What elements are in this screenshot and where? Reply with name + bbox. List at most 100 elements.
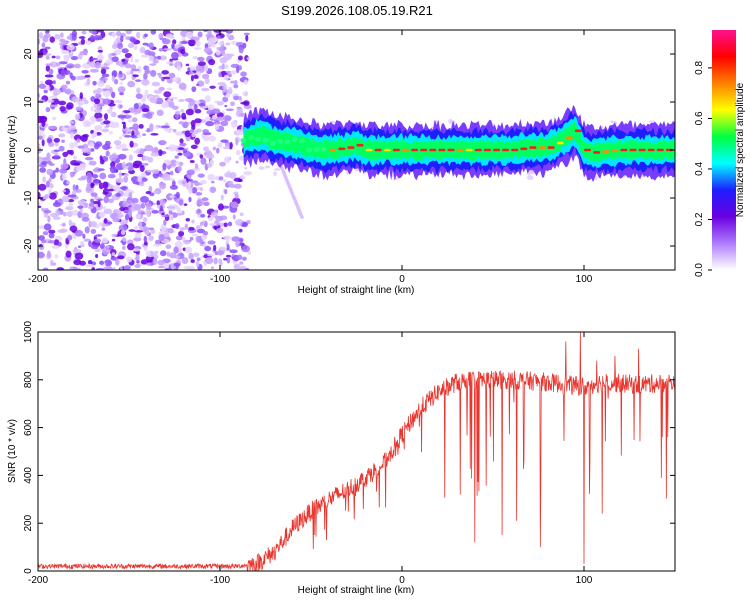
noise-blob <box>111 252 116 257</box>
noise-blob <box>90 228 97 234</box>
noise-blob <box>194 137 200 145</box>
noise-blob <box>126 256 133 263</box>
noise-blob <box>202 129 210 134</box>
noise-blob <box>103 196 109 204</box>
noise-blob <box>174 155 179 159</box>
noise-blob <box>148 235 154 241</box>
noise-blob <box>192 56 199 60</box>
noise-blob <box>63 70 71 75</box>
noise-blob <box>65 63 75 69</box>
noise-blob <box>161 70 170 75</box>
noise-blob <box>222 179 227 183</box>
noise-blob <box>238 47 244 54</box>
noise-blob <box>66 149 72 155</box>
noise-blob <box>38 235 45 241</box>
noise-blob <box>168 144 177 152</box>
noise-blob <box>152 94 160 98</box>
noise-blob <box>228 184 237 188</box>
noise-blob <box>97 168 105 171</box>
noise-blob <box>91 133 95 139</box>
ridge-core-mark <box>456 148 464 152</box>
noise-blob <box>38 83 46 89</box>
ridge-core-mark <box>411 148 419 152</box>
noise-blob <box>134 264 141 269</box>
noise-blob <box>79 92 83 100</box>
noise-blob <box>103 113 108 121</box>
noise-blob <box>176 61 181 66</box>
noise-blob <box>54 141 59 147</box>
noise-blob <box>42 267 49 270</box>
ridge-core-mark <box>611 149 619 153</box>
noise-blob <box>132 160 142 167</box>
noise-blob <box>112 267 116 270</box>
noise-blob <box>109 154 118 162</box>
noise-blob <box>84 74 91 78</box>
noise-blob <box>189 236 194 241</box>
noise-blob <box>62 88 68 93</box>
noise-blob <box>49 61 58 68</box>
ridge-band <box>243 121 675 164</box>
streak-blob <box>298 213 303 217</box>
noise-blob <box>66 210 73 218</box>
noise-blob <box>87 206 94 210</box>
faint-blob <box>273 168 281 171</box>
noise-blob <box>167 227 174 234</box>
noise-blob <box>128 154 133 161</box>
noise-blob <box>142 103 146 110</box>
noise-blob <box>46 250 51 258</box>
noise-blob <box>148 185 153 193</box>
noise-blob <box>156 200 161 206</box>
colorbar-tick-label: 0.0 <box>694 263 705 277</box>
noise-blob <box>217 203 224 211</box>
noise-blob <box>148 55 155 62</box>
noise-blob <box>207 162 212 168</box>
noise-blob <box>138 182 145 187</box>
noise-blob <box>207 253 215 257</box>
noise-blob <box>118 136 123 140</box>
noise-blob <box>226 243 230 251</box>
noise-blob <box>143 245 148 252</box>
noise-blob <box>160 101 169 108</box>
faint-blob <box>244 166 248 170</box>
noise-blob <box>74 252 84 260</box>
noise-blob <box>152 59 159 64</box>
ridge-core-mark <box>665 148 673 152</box>
snr-y-ticks: 0 200 400 600 800 1000 <box>23 320 675 574</box>
streak-blob <box>282 173 287 177</box>
noise-blob <box>74 189 82 193</box>
noise-blob <box>195 40 201 47</box>
noise-blob <box>218 222 226 227</box>
noise-blob <box>38 32 44 39</box>
noise-blob <box>191 219 195 224</box>
noise-blob <box>133 44 138 51</box>
noise-blob <box>105 266 114 270</box>
noise-blob <box>245 34 249 42</box>
noise-blob <box>141 79 150 86</box>
noise-blob <box>196 260 200 268</box>
noise-blob <box>100 68 107 75</box>
noise-blob <box>178 247 182 254</box>
noise-blob <box>185 63 190 67</box>
noise-blob <box>81 148 89 153</box>
noise-blob <box>150 30 157 35</box>
noise-blob <box>97 30 105 33</box>
noise-blob <box>169 213 174 221</box>
noise-blob <box>92 178 100 184</box>
noise-blob <box>54 254 59 259</box>
noise-blob <box>224 104 228 108</box>
noise-blob <box>71 96 79 103</box>
noise-blob <box>142 155 149 161</box>
noise-blob <box>178 230 185 237</box>
noise-blob <box>121 58 126 62</box>
snr-y-label: SNR (10 * v/v) <box>7 419 18 483</box>
noise-blob <box>109 166 117 174</box>
ridge-core-mark <box>320 146 327 152</box>
noise-blob <box>168 101 175 108</box>
ridge-core-mark <box>556 141 564 145</box>
ridge-core-mark <box>620 148 628 152</box>
noise-blob <box>71 209 80 216</box>
snr-y-tick-label: 800 <box>23 371 34 388</box>
noise-blob <box>226 256 231 264</box>
noise-blob <box>158 234 165 242</box>
noise-blob <box>211 180 215 184</box>
